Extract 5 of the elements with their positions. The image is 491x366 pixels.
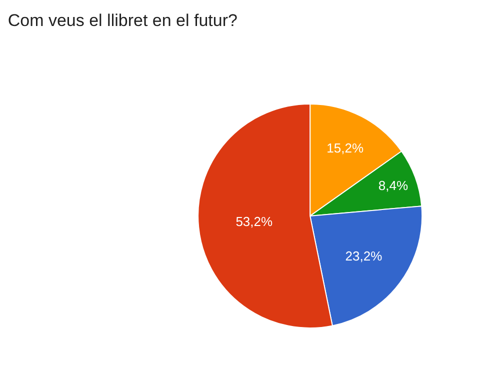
data-label: 53,2%: [236, 214, 273, 230]
data-label: 15,2%: [326, 140, 364, 156]
data-label: 8,4%: [378, 178, 408, 193]
chart-title: Com veus el llibret en el futur?: [8, 11, 238, 30]
data-label: 23,2%: [345, 248, 383, 264]
